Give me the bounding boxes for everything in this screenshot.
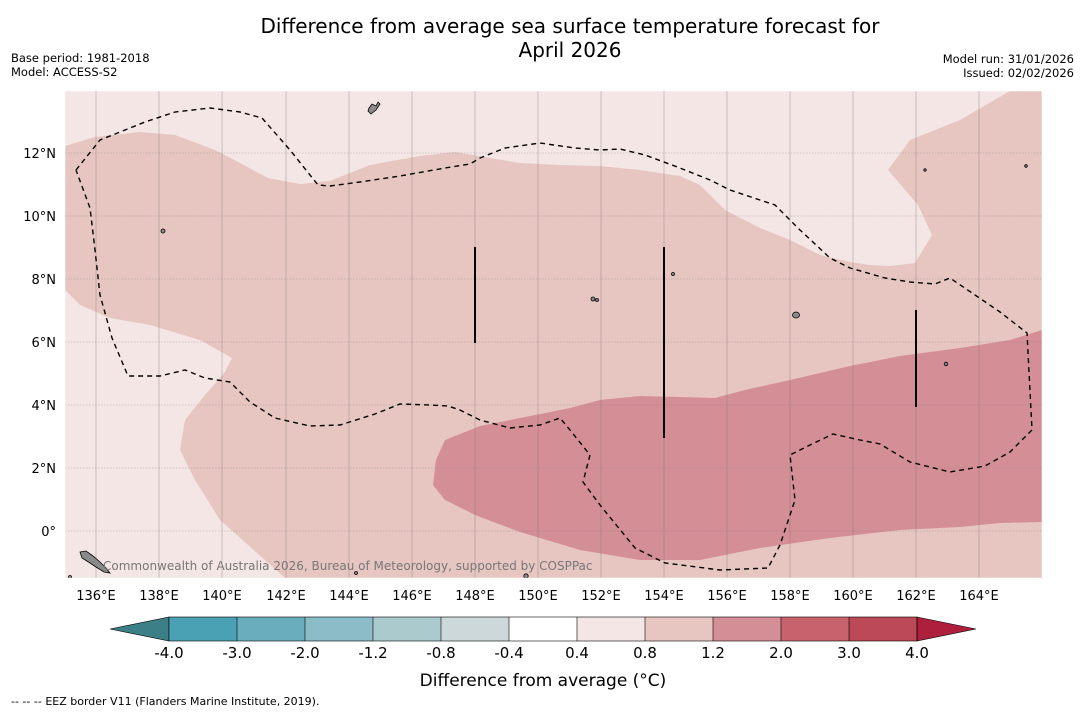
colorbar-tick-label: -1.2: [358, 644, 387, 662]
anomaly-zone-1.2-2.0: [433, 330, 1042, 560]
colorbar-segment: [237, 617, 305, 641]
lon-label: 138°E: [139, 589, 179, 604]
issued-date: Issued: 02/02/2026: [963, 66, 1074, 80]
colorbar-tick-label: -3.0: [222, 644, 251, 662]
colorbar-segment: [645, 617, 713, 641]
colorbar-extend-low: [109, 616, 170, 642]
island-north: [367, 101, 381, 115]
model-run: Model run: 31/01/2026: [942, 52, 1074, 66]
model-info: Base period: 1981-2018 Model: ACCESS-S2: [11, 51, 150, 79]
colorbar-tick-label: 1.2: [701, 644, 725, 662]
lat-label: 2°N: [32, 462, 57, 477]
lat-label: 12°N: [23, 147, 56, 162]
lon-label: 144°E: [329, 589, 369, 604]
colorbar-tick-label: -2.0: [290, 644, 319, 662]
colorbar-tick-label: 0.8: [633, 644, 657, 662]
colorbar-tick-label: 2.0: [769, 644, 793, 662]
map-plot-area: Commonwealth of Australia 2026, Bureau o…: [65, 91, 1042, 578]
map-frame: [64, 90, 1043, 579]
eez-legend: -- -- -- EEZ border V11 (Flanders Marine…: [11, 695, 319, 708]
lon-label: 160°E: [833, 589, 873, 604]
island-dot: [523, 573, 529, 578]
colorbar-segment: [509, 617, 577, 641]
model-name: Model: ACCESS-S2: [11, 65, 118, 79]
eez-legend-text: EEZ border V11 (Flanders Marine Institut…: [45, 695, 320, 708]
island-dot: [943, 361, 949, 367]
gridlines: [65, 91, 1042, 578]
title-line-2: April 2026: [518, 38, 622, 62]
island-dot: [595, 298, 599, 302]
colorbar-segment: [713, 617, 781, 641]
run-info: Model run: 31/01/2026 Issued: 02/02/2026: [943, 52, 1074, 80]
lon-label: 154°E: [644, 589, 684, 604]
lon-label: 142°E: [266, 589, 306, 604]
colorbar-segment: [373, 617, 441, 641]
lon-label: 148°E: [455, 589, 495, 604]
eez-border-west: [75, 107, 1033, 571]
islands: [68, 101, 1028, 578]
island-dot: [671, 272, 675, 276]
lon-label: 164°E: [959, 589, 999, 604]
island-dot: [160, 228, 166, 234]
title-line-1: Difference from average sea surface temp…: [260, 14, 880, 38]
forecast-markers: [474, 247, 917, 438]
lon-label: 146°E: [392, 589, 432, 604]
island-west: [79, 550, 111, 574]
colorbar-segment: [441, 617, 509, 641]
lon-axis: 136°E 138°E 140°E 142°E 144°E 146°E 148°…: [76, 589, 999, 604]
lon-label: 156°E: [707, 589, 747, 604]
island-dot: [1024, 164, 1028, 168]
colorbar: -4.0 -3.0 -2.0 -1.2 -0.8 -0.4 0.4 0.8 1.…: [109, 616, 977, 691]
eez-legend-symbol: -- -- --: [11, 695, 42, 708]
base-period: Base period: 1981-2018: [11, 51, 150, 65]
lat-axis: 12°N 10°N 8°N 6°N 4°N 2°N 0°: [23, 147, 56, 540]
colorbar-segment: [781, 617, 849, 641]
lon-label: 140°E: [202, 589, 242, 604]
island-dot: [354, 571, 358, 575]
lat-label: 4°N: [32, 399, 57, 414]
lat-label: 0°: [41, 525, 56, 540]
colorbar-outline: [168, 616, 918, 642]
lon-label: 152°E: [581, 589, 621, 604]
island-dot: [68, 575, 72, 578]
colorbar-tick-label: -4.0: [154, 644, 183, 662]
lon-label: 158°E: [770, 589, 810, 604]
colorbar-ticks: -4.0 -3.0 -2.0 -1.2 -0.8 -0.4 0.4 0.8 1.…: [154, 644, 929, 662]
island-dot: [590, 296, 596, 302]
colorbar-tick-label: 0.4: [565, 644, 589, 662]
lat-label: 8°N: [32, 273, 57, 288]
island-dot: [923, 168, 927, 172]
colorbar-extend-high: [916, 616, 977, 642]
lon-label: 162°E: [896, 589, 936, 604]
colorbar-dividers: [236, 617, 850, 641]
lon-label: 136°E: [76, 589, 116, 604]
colorbar-tick-label: 4.0: [905, 644, 929, 662]
lat-label: 6°N: [32, 336, 57, 351]
colorbar-tick-label: -0.8: [426, 644, 455, 662]
eez-borders: [75, 107, 1033, 571]
colorbar-segment: [849, 617, 917, 641]
colorbar-tick-label: -0.4: [494, 644, 523, 662]
colorbar-title: Difference from average (°C): [420, 671, 667, 691]
lat-label: 10°N: [23, 210, 56, 225]
colorbar-segment: [169, 617, 237, 641]
colorbar-tick-label: 3.0: [837, 644, 861, 662]
island-dot: [792, 311, 800, 319]
chart-title: Difference from average sea surface temp…: [170, 14, 970, 62]
lon-label: 150°E: [518, 589, 558, 604]
colorbar-segment: [305, 617, 373, 641]
copyright-notice: Commonwealth of Australia 2026, Bureau o…: [103, 559, 593, 573]
colorbar-segment: [577, 617, 645, 641]
